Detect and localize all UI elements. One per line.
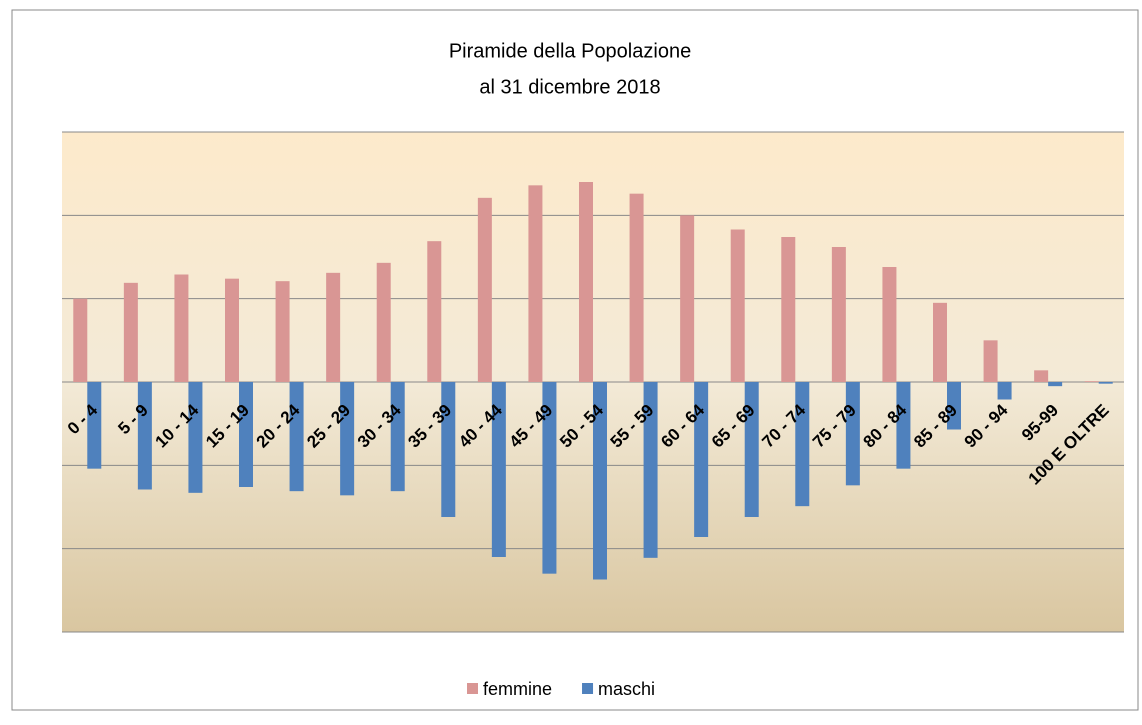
bar bbox=[781, 237, 796, 382]
bar bbox=[73, 298, 88, 382]
legend-label: maschi bbox=[598, 679, 655, 699]
bar bbox=[643, 382, 658, 558]
bar bbox=[542, 382, 557, 574]
bar bbox=[1034, 370, 1049, 382]
bar bbox=[326, 272, 341, 382]
bar bbox=[896, 382, 911, 469]
chart-title: Piramide della Popolazione bbox=[449, 40, 691, 62]
bar bbox=[441, 382, 456, 517]
bar bbox=[593, 382, 607, 580]
bar bbox=[225, 278, 239, 382]
legend-swatch bbox=[582, 683, 594, 694]
bar bbox=[123, 282, 138, 382]
bar bbox=[983, 340, 998, 382]
bar bbox=[289, 382, 304, 492]
bar bbox=[137, 382, 152, 490]
bar bbox=[491, 382, 506, 557]
bar bbox=[579, 182, 593, 382]
bar bbox=[87, 382, 102, 469]
bar bbox=[427, 241, 442, 382]
legend-label: femmine bbox=[483, 679, 552, 699]
bar bbox=[528, 185, 543, 382]
bar bbox=[1048, 382, 1063, 387]
bar bbox=[882, 267, 897, 382]
bar bbox=[730, 229, 745, 382]
chart-subtitle: al 31 dicembre 2018 bbox=[479, 76, 660, 98]
bar bbox=[933, 302, 947, 382]
bar bbox=[947, 382, 961, 430]
legend-swatch bbox=[467, 683, 478, 694]
bar bbox=[1084, 381, 1099, 382]
bar bbox=[477, 197, 492, 382]
bar bbox=[275, 281, 290, 382]
bar bbox=[845, 382, 860, 486]
bar bbox=[694, 382, 709, 537]
bar bbox=[340, 382, 355, 496]
bar bbox=[831, 247, 846, 382]
bar bbox=[1098, 382, 1113, 384]
bar bbox=[744, 382, 759, 517]
bar bbox=[390, 382, 405, 492]
bar bbox=[188, 382, 203, 493]
bar bbox=[629, 193, 644, 382]
bar bbox=[376, 262, 391, 382]
bar bbox=[680, 215, 695, 382]
bar bbox=[174, 274, 189, 382]
bar bbox=[795, 382, 810, 507]
bar bbox=[997, 382, 1012, 400]
bar bbox=[239, 382, 253, 487]
